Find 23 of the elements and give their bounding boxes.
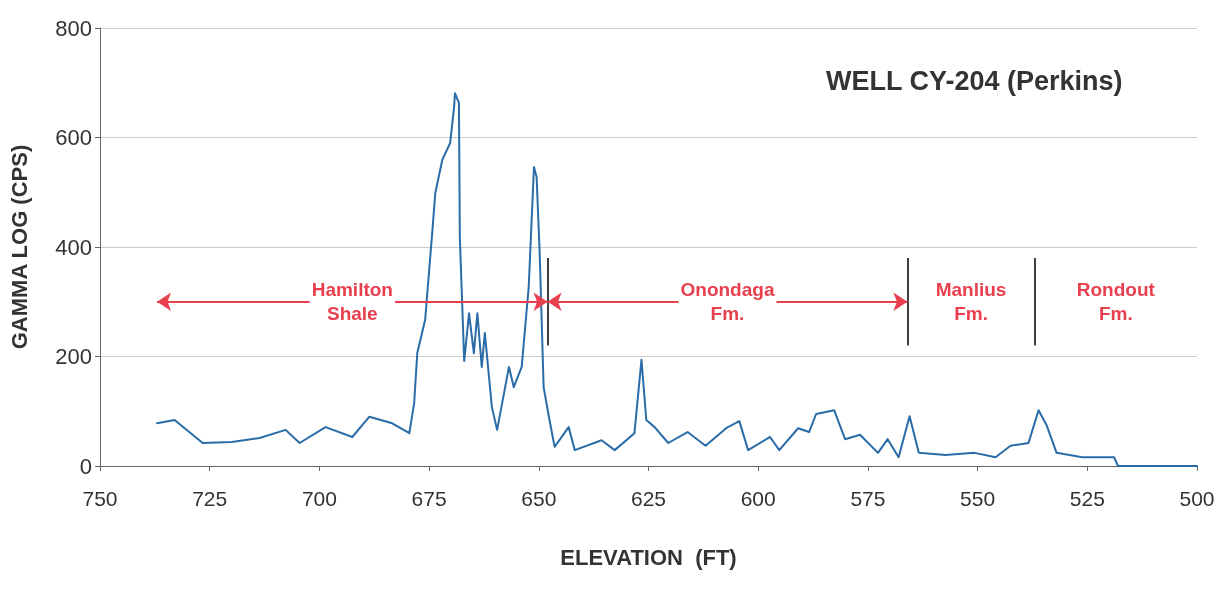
x-tick-label: 550 [960,487,996,510]
x-tick-label: 650 [521,487,557,510]
annotation: Rondout Fm. [1076,279,1156,325]
x-tick-label: 625 [630,487,667,510]
x-tick-label: 750 [82,487,118,510]
x-tick-label: 600 [740,487,776,510]
y-axis-title: GAMMA LOG (CPS) [6,144,32,350]
y-tick-label: 600 [55,125,92,150]
x-tick-label: 700 [301,487,337,510]
y-tick-label: 800 [55,15,92,41]
x-tick-label: 500 [1179,487,1215,510]
x-axis-title: ELEVATION (FT) [560,544,737,570]
annotation: Manlius Fm. [935,279,1007,325]
y-tick-label: 400 [55,234,92,260]
text: WELL CY-204 (Perkins) [825,65,1123,96]
y-tick-label: 200 [55,344,92,369]
x-tick-label: 725 [192,487,228,510]
y-tick-label: 0 [79,453,92,479]
x-tick-label: 675 [411,487,447,510]
x-tick-label: 525 [1069,487,1105,510]
x-tick-label: 575 [850,487,886,510]
annotation: Hamilton Shale [311,279,393,325]
annotation: Onondaga Fm. [680,279,775,325]
